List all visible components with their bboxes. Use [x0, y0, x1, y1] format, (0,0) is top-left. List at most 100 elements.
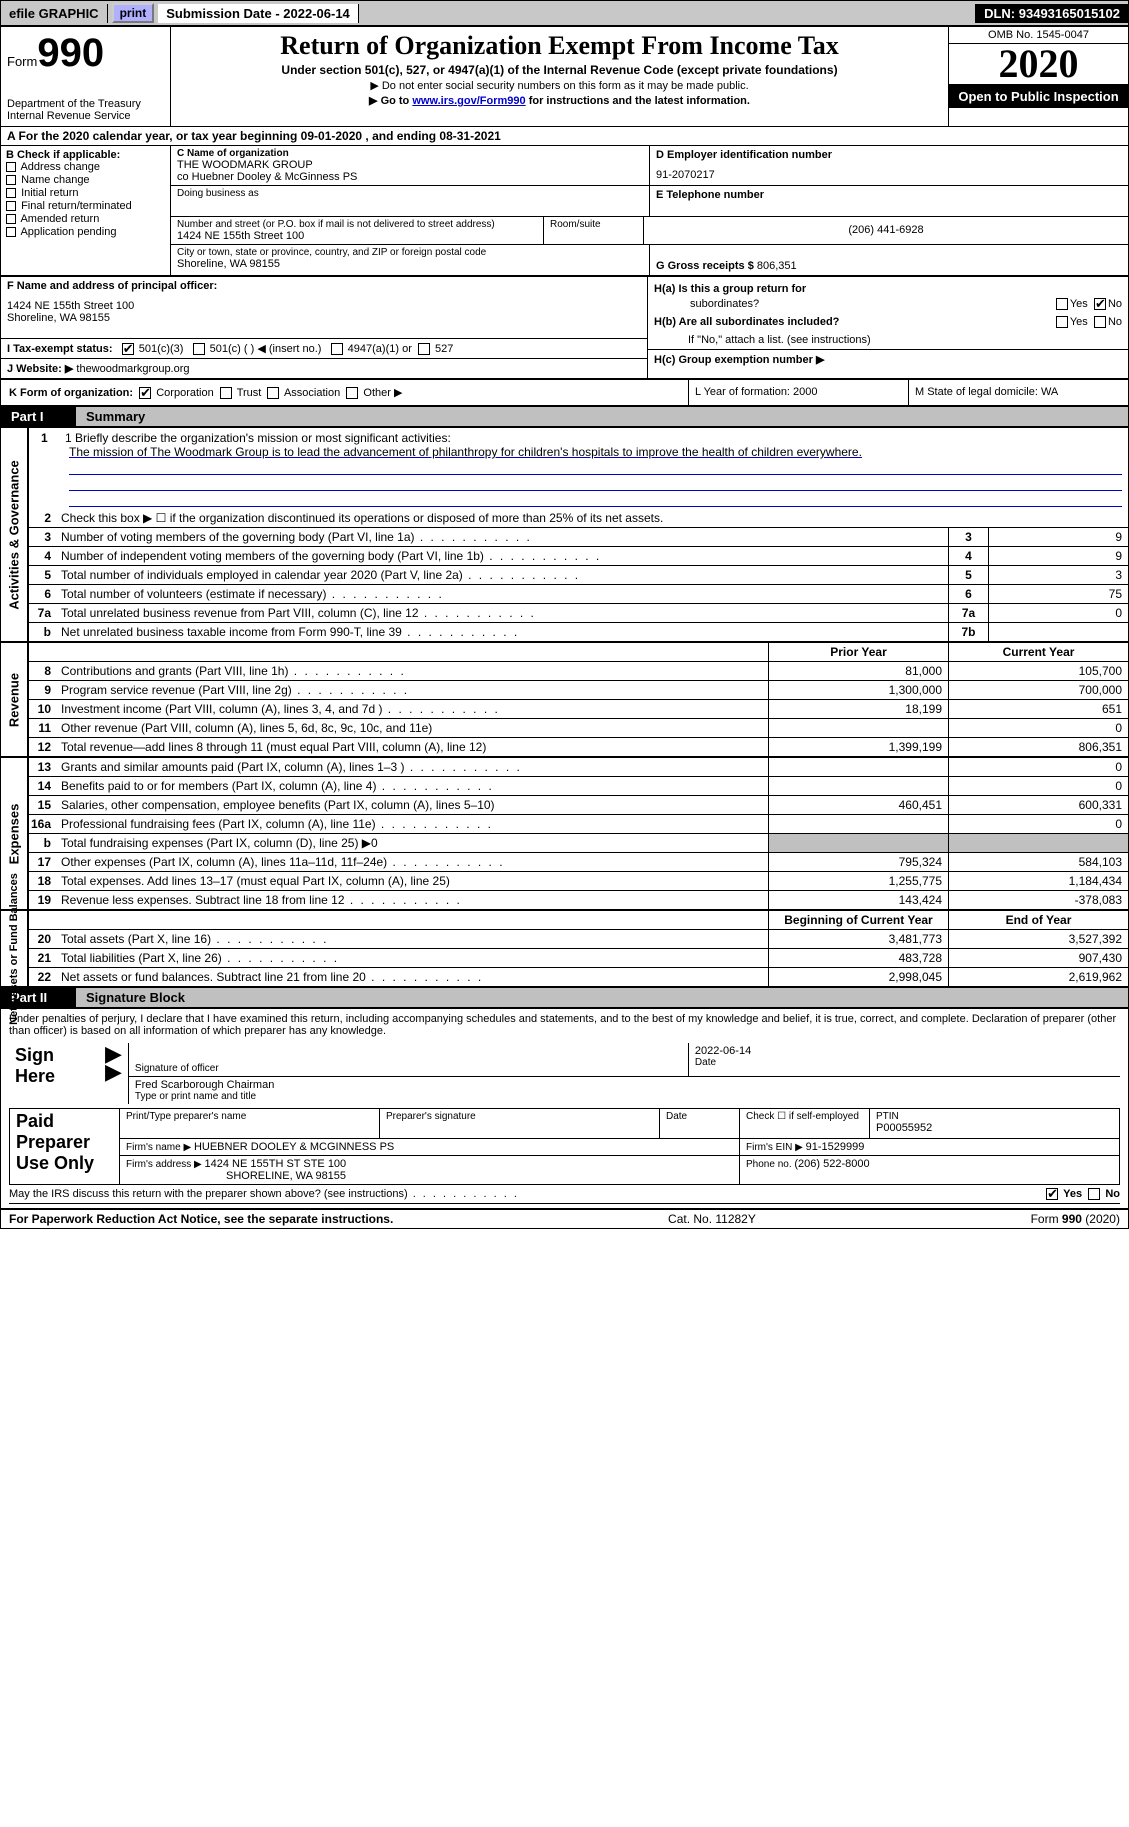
chk-discuss-yes[interactable]: [1046, 1188, 1058, 1200]
section-revenue: Revenue Prior Year Current Year 8Contrib…: [1, 643, 1128, 758]
addr-value: 1424 NE 155th Street 100: [177, 230, 537, 242]
room-label: Room/suite: [550, 219, 637, 230]
mission-text: The mission of The Woodmark Group is to …: [69, 445, 1122, 459]
line-4: 4Number of independent voting members of…: [29, 547, 1128, 566]
tel-value: (206) 441-6928: [650, 224, 1122, 236]
section-netassets: Net Assets or Fund Balances Beginning of…: [1, 911, 1128, 988]
city-value: Shoreline, WA 98155: [177, 258, 643, 270]
chk-501c[interactable]: [193, 343, 205, 355]
part1-header: Part I Summary: [1, 407, 1128, 428]
line-16a: 16aProfessional fundraising fees (Part I…: [29, 815, 1128, 834]
org-name-2: co Huebner Dooley & McGinness PS: [177, 171, 643, 183]
block-l: L Year of formation: 2000: [688, 380, 908, 405]
block-g-gross: G Gross receipts $ 806,351: [649, 245, 1128, 275]
form-title: Return of Organization Exempt From Incom…: [179, 31, 940, 61]
period-row: A For the 2020 calendar year, or tax yea…: [1, 127, 1128, 146]
form-page: Form990 Department of the Treasury Inter…: [0, 26, 1129, 1229]
chk-corp[interactable]: [139, 387, 151, 399]
line-6: 6Total number of volunteers (estimate if…: [29, 585, 1128, 604]
chk-name-change[interactable]: [6, 175, 16, 185]
tel-label: E Telephone number: [656, 189, 1122, 201]
chk-ha-yes[interactable]: [1056, 298, 1068, 310]
addr-label: Number and street (or P.O. box if mail i…: [177, 219, 537, 230]
block-e-tel: E Telephone number: [649, 186, 1128, 216]
chk-527[interactable]: [418, 343, 430, 355]
efile-label: efile GRAPHIC: [1, 4, 108, 23]
line-11: 11Other revenue (Part VIII, column (A), …: [29, 719, 1128, 738]
net-header: Beginning of Current Year End of Year: [29, 911, 1128, 930]
form-990-label: Form990: [7, 31, 164, 76]
city-label: City or town, state or province, country…: [177, 247, 643, 258]
line-3: 3Number of voting members of the governi…: [29, 528, 1128, 547]
chk-501c3[interactable]: [122, 343, 134, 355]
line-9: 9Program service revenue (Part VIII, lin…: [29, 681, 1128, 700]
dept-label: Department of the Treasury: [7, 98, 164, 110]
line-18: 18Total expenses. Add lines 13–17 (must …: [29, 872, 1128, 891]
line-b: bNet unrelated business taxable income f…: [29, 623, 1128, 641]
chk-discuss-no[interactable]: [1088, 1188, 1100, 1200]
line-2: 2Check this box ▶ ☐ if the organization …: [29, 509, 1128, 528]
print-button[interactable]: print: [112, 3, 155, 23]
signature-block: Under penalties of perjury, I declare th…: [1, 1009, 1128, 1208]
block-b-header: B Check if applicable:: [6, 149, 165, 161]
title-mid: Return of Organization Exempt From Incom…: [171, 27, 948, 126]
vert-revenue: Revenue: [7, 673, 22, 727]
chk-assoc[interactable]: [267, 387, 279, 399]
block-klm: K Form of organization: Corporation Trus…: [1, 380, 1128, 407]
vert-netassets: Net Assets or Fund Balances: [8, 873, 20, 1025]
arrow-icon: ▶: [105, 1063, 122, 1081]
chk-initial-return[interactable]: [6, 188, 16, 198]
ein-value: 91-2070217: [656, 169, 1122, 181]
note-link: ▶ Go to www.irs.gov/Form990 for instruct…: [179, 94, 940, 107]
line-17: 17Other expenses (Part IX, column (A), l…: [29, 853, 1128, 872]
mission-block: 11 Briefly describe the organization's m…: [29, 428, 1128, 509]
sign-here-table: Sign Here ▶▶ Signature of officer 2022-0…: [9, 1043, 1120, 1104]
block-i: I Tax-exempt status: 501(c)(3) 501(c) ( …: [1, 339, 647, 359]
ein-label: D Employer identification number: [656, 149, 1122, 161]
line-15: 15Salaries, other compensation, employee…: [29, 796, 1128, 815]
form-id-cell: Form990 Department of the Treasury Inter…: [1, 27, 171, 126]
line-21: 21Total liabilities (Part X, line 26)483…: [29, 949, 1128, 968]
line-22: 22Net assets or fund balances. Subtract …: [29, 968, 1128, 986]
dln: DLN: 93493165015102: [975, 4, 1128, 23]
vert-expenses: Expenses: [7, 803, 22, 864]
sign-here-label: Sign Here: [9, 1043, 99, 1104]
line-b: bTotal fundraising expenses (Part IX, co…: [29, 834, 1128, 853]
line-14: 14Benefits paid to or for members (Part …: [29, 777, 1128, 796]
line-19: 19Revenue less expenses. Subtract line 1…: [29, 891, 1128, 909]
name-label: C Name of organization: [177, 148, 643, 159]
part2-header: Part II Signature Block: [1, 988, 1128, 1009]
chk-other[interactable]: [346, 387, 358, 399]
rev-header: Prior Year Current Year: [29, 643, 1128, 662]
footer: For Paperwork Reduction Act Notice, see …: [1, 1208, 1128, 1228]
discuss-row: May the IRS discuss this return with the…: [9, 1185, 1120, 1204]
block-c: C Name of organization THE WOODMARK GROU…: [171, 146, 1128, 275]
chk-hb-no[interactable]: [1094, 316, 1106, 328]
title-right: OMB No. 1545-0047 2020 Open to Public In…: [948, 27, 1128, 126]
paid-preparer-table: Paid Preparer Use Only Print/Type prepar…: [9, 1108, 1120, 1185]
line-10: 10Investment income (Part VIII, column (…: [29, 700, 1128, 719]
line-20: 20Total assets (Part X, line 16)3,481,77…: [29, 930, 1128, 949]
irs-link[interactable]: www.irs.gov/Form990: [412, 95, 525, 107]
paid-preparer-label: Paid Preparer Use Only: [10, 1109, 120, 1185]
line-13: 13Grants and similar amounts paid (Part …: [29, 758, 1128, 777]
chk-trust[interactable]: [220, 387, 232, 399]
chk-4947[interactable]: [331, 343, 343, 355]
open-to-public: Open to Public Inspection: [949, 85, 1128, 108]
block-d-ein: D Employer identification number 91-2070…: [649, 146, 1128, 185]
submission-date: Submission Date - 2022-06-14: [158, 4, 359, 23]
note-ssn: ▶ Do not enter social security numbers o…: [179, 79, 940, 92]
form-subtitle: Under section 501(c), 527, or 4947(a)(1)…: [179, 63, 940, 77]
chk-address-change[interactable]: [6, 162, 16, 172]
chk-ha-no[interactable]: [1094, 298, 1106, 310]
chk-hb-yes[interactable]: [1056, 316, 1068, 328]
header-bar: efile GRAPHIC print Submission Date - 20…: [0, 0, 1129, 26]
org-name-1: THE WOODMARK GROUP: [177, 159, 643, 171]
line-7a: 7aTotal unrelated business revenue from …: [29, 604, 1128, 623]
chk-application-pending[interactable]: [6, 227, 16, 237]
chk-final-return[interactable]: [6, 201, 16, 211]
block-j: J Website: ▶ thewoodmarkgroup.org: [1, 359, 647, 378]
tel-value-cell: (206) 441-6928: [643, 217, 1128, 244]
block-h: H(a) Is this a group return for subordin…: [648, 277, 1128, 378]
chk-amended-return[interactable]: [6, 214, 16, 224]
